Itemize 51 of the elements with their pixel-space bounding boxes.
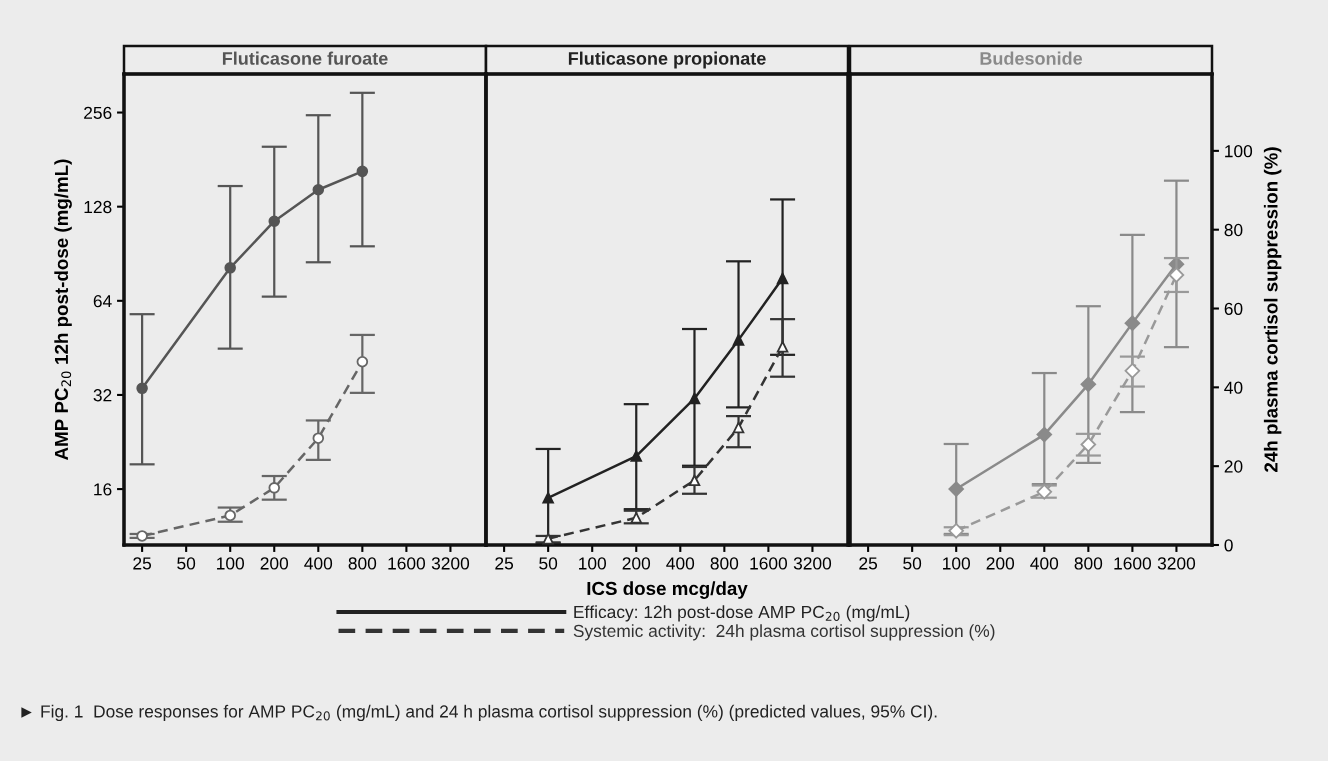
x-tick-label: 400 [304,557,333,570]
x-tick-label: 25 [859,557,878,570]
x-tick-label: 1600 [750,557,788,570]
y2-axis-title: 24h plasma cortisol suppression (%) [1263,147,1282,472]
x-tick-label: 50 [539,557,558,570]
x-tick-label: 25 [495,557,514,570]
x-tick-label: 800 [1074,557,1103,570]
x-tick-label: 800 [348,557,377,570]
y-tick-label: 64 [93,294,112,308]
point [1036,426,1053,443]
y2-tick-label: 40 [1224,381,1243,394]
x-tick-label: 100 [579,557,607,570]
y-tick-label: 32 [93,389,112,402]
x-tick-label: 1600 [1114,557,1152,570]
x-tick-label: 100 [943,557,971,570]
text: Efficacy: 12h post-dose AMP PC$_{20}$ (mg/mL) [574,605,910,622]
point [1080,376,1097,393]
point [1124,315,1141,331]
x-tick-label: 25 [133,557,152,570]
x-tick-label: 50 [903,557,922,570]
y2-tick-label: 100 [1225,145,1253,158]
point [356,165,369,178]
chart-title: Fluticasone furoate [222,51,388,65]
y-tick-label: 256 [84,106,112,119]
chart-title: Budesonide [980,51,1083,65]
y-tick-label: 16 [94,483,112,496]
x-tick-label: 3200 [431,557,470,570]
x-tick-label: 800 [710,557,739,570]
y2-tick-label: 60 [1224,302,1243,315]
x-tick-label: 3200 [793,557,832,570]
chart-title: Fluticasone propionate [568,51,766,69]
x-tick-label: 400 [1030,557,1059,570]
point [312,183,325,196]
y-tick-label: 128 [84,200,112,214]
x-tick-label: 200 [986,557,1015,570]
x-tick-label: 1600 [388,557,426,570]
x-tick-label: 400 [666,557,695,570]
y-axis-title: AMP PC$_{20}$ 12h post-dose (mg/mL) [54,159,72,460]
x-tick-label: 50 [177,557,196,570]
x-tick-label: 200 [622,557,651,570]
x-tick-label: 100 [217,557,245,570]
text: ► Fig. 1 Dose responses for AMP PC$_{20}$ (mg/mL) and 24 h plasma cortisol suppression (%) (predicted values, 95% CI). [21,704,937,722]
point [268,215,281,227]
point [224,262,236,274]
text: Systemic activity: 24h plasma cortisol suppression (%) [573,624,995,641]
x-axis-title: ICS dose mcg/day [587,581,748,599]
y2-tick-label: 0 [1224,539,1233,552]
x-tick-label: 200 [260,557,289,570]
y2-tick-label: 20 [1224,460,1243,473]
y2-tick-label: 80 [1224,223,1243,237]
x-tick-label: 3200 [1157,557,1196,570]
